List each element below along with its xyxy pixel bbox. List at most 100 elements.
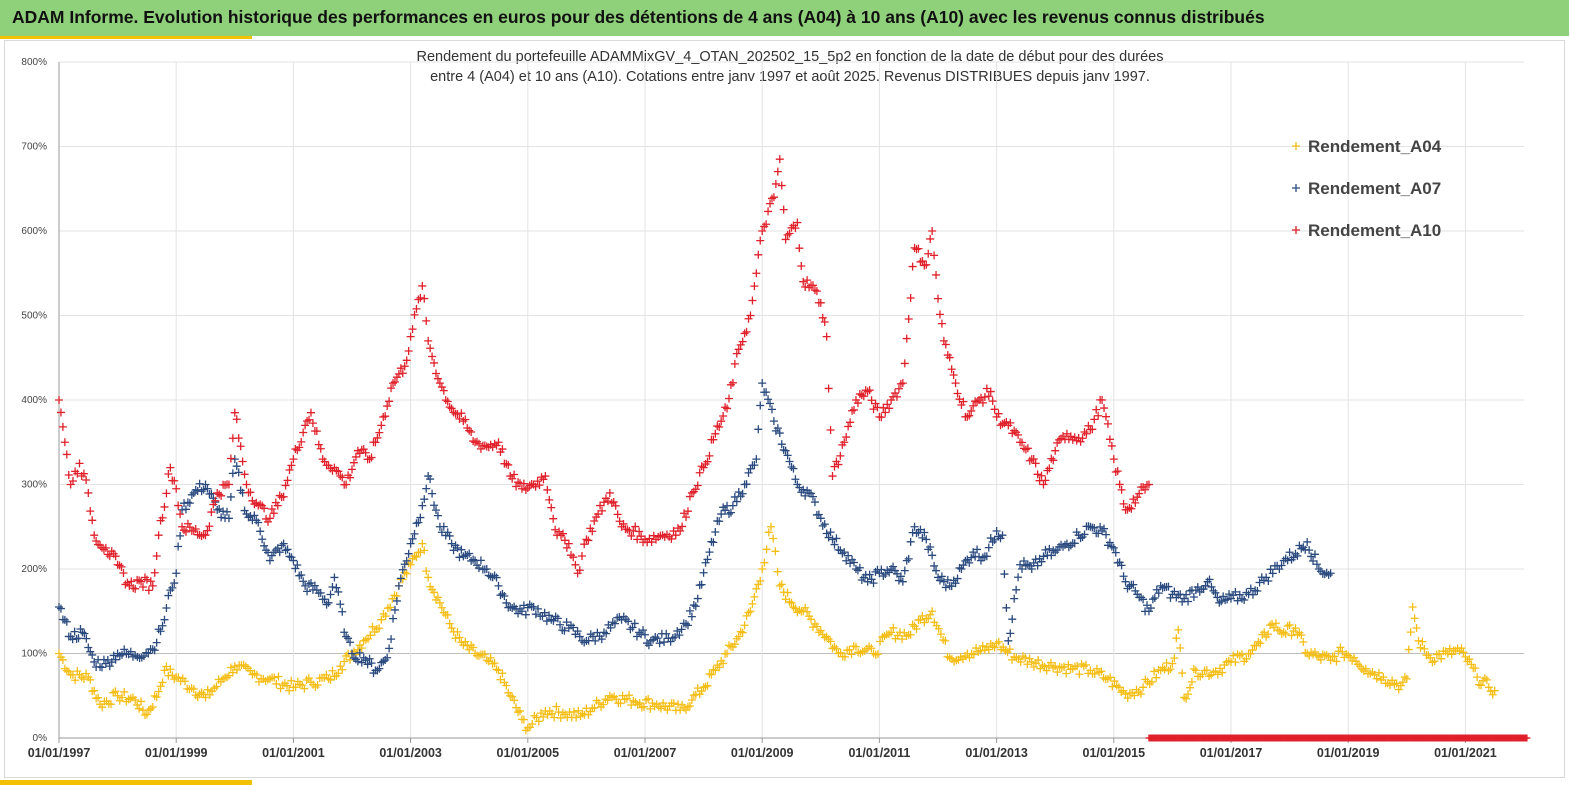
point-rendement-a10	[551, 525, 560, 534]
point-rendement-a10	[795, 244, 804, 253]
point-rendement-a07	[705, 548, 714, 557]
point-rendement-a10	[914, 244, 923, 253]
point-rendement-a04	[338, 665, 347, 674]
point-rendement-a10	[242, 480, 251, 489]
point-rendement-a10	[1088, 425, 1097, 434]
point-rendement-a07	[982, 552, 991, 561]
point-rendement-a04	[908, 620, 917, 629]
point-rendement-a07	[443, 528, 452, 537]
point-rendement-a10	[504, 460, 513, 469]
point-rendement-a07	[379, 657, 388, 666]
point-rendement-a07	[254, 518, 263, 527]
point-rendement-a04	[514, 708, 523, 717]
point-rendement-a07	[459, 552, 468, 561]
point-rendement-a10	[180, 526, 189, 535]
point-rendement-a04	[506, 691, 515, 700]
point-rendement-a10	[820, 317, 829, 326]
point-rendement-a07	[814, 510, 823, 519]
point-rendement-a10	[99, 545, 108, 554]
point-rendement-a07	[752, 455, 761, 464]
point-rendement-a07	[724, 509, 733, 518]
point-rendement-a07	[1185, 586, 1194, 595]
point-rendement-a10	[803, 276, 812, 285]
point-rendement-a10	[1109, 455, 1118, 464]
point-rendement-a10	[603, 497, 612, 506]
point-rendement-a07	[1000, 570, 1009, 579]
point-rendement-a07	[367, 659, 376, 668]
point-rendement-a10	[373, 433, 382, 442]
point-rendement-a04	[1330, 652, 1339, 661]
point-rendement-a04	[1471, 664, 1480, 673]
point-rendement-a04	[222, 673, 231, 682]
point-rendement-a04	[107, 700, 116, 709]
point-rendement-a10	[119, 569, 128, 578]
point-rendement-a07	[992, 526, 1001, 535]
point-rendement-a07	[217, 513, 226, 522]
point-rendement-a04	[492, 665, 501, 674]
point-rendement-a07	[988, 537, 997, 546]
point-rendement-a04	[1139, 683, 1148, 692]
point-rendement-a10	[667, 534, 676, 543]
point-rendement-a10	[990, 405, 999, 414]
point-rendement-a04	[898, 635, 907, 644]
point-rendement-a10	[687, 488, 696, 497]
point-rendement-a10	[1101, 412, 1110, 421]
point-rendement-a07	[80, 629, 89, 638]
point-rendement-a10	[306, 408, 315, 417]
accent-bar-top	[0, 36, 252, 39]
point-rendement-a04	[723, 649, 732, 658]
point-rendement-a10	[1082, 429, 1091, 438]
point-rendement-a07	[738, 489, 747, 498]
point-rendement-a07	[396, 574, 405, 583]
point-rendement-a04	[1404, 645, 1413, 654]
point-rendement-a04	[1164, 666, 1173, 675]
point-rendement-a04	[912, 624, 921, 633]
point-rendement-a04	[300, 684, 309, 693]
point-rendement-a07	[351, 655, 360, 664]
point-rendement-a10	[1080, 428, 1089, 437]
point-rendement-a07	[422, 484, 431, 493]
point-rendement-a07	[301, 581, 310, 590]
point-rendement-a04	[599, 700, 608, 709]
point-rendement-a10	[281, 481, 290, 490]
point-rendement-a04	[146, 704, 155, 713]
point-rendement-a10	[748, 296, 757, 305]
point-rendement-a10	[738, 337, 747, 346]
point-rendement-a07	[277, 541, 286, 550]
point-rendement-a07	[709, 538, 718, 547]
point-rendement-a07	[818, 521, 827, 530]
point-rendement-a07	[832, 534, 841, 543]
point-rendement-a10	[619, 519, 628, 528]
point-rendement-a07	[569, 623, 578, 632]
point-rendement-a07	[529, 603, 538, 612]
point-rendement-a10	[988, 397, 997, 406]
point-rendement-a04	[1467, 660, 1476, 669]
point-rendement-a10	[1125, 503, 1134, 512]
point-rendement-a07	[293, 560, 302, 569]
point-rendement-a10	[754, 250, 763, 259]
point-rendement-a07	[785, 457, 794, 466]
point-rendement-a10	[549, 514, 558, 523]
point-rendement-a04	[1344, 651, 1353, 660]
point-rendement-a04	[845, 645, 854, 654]
point-rendement-a04	[1176, 644, 1185, 653]
point-rendement-a10	[1045, 464, 1054, 473]
point-rendement-a07	[1248, 590, 1257, 599]
point-rendement-a10	[647, 538, 656, 547]
point-rendement-a04	[1416, 643, 1425, 652]
point-rendement-a04	[435, 598, 444, 607]
point-rendement-a10	[945, 353, 954, 362]
point-rendement-a07	[476, 556, 485, 565]
point-rendement-a10	[226, 454, 235, 463]
point-rendement-a10	[859, 392, 868, 401]
point-rendement-a04	[368, 622, 377, 631]
point-rendement-a10	[449, 408, 458, 417]
point-rendement-a10	[117, 562, 126, 571]
point-rendement-a07	[258, 535, 267, 544]
point-rendement-a10	[908, 262, 917, 271]
point-rendement-a04	[283, 681, 292, 690]
point-rendement-a10	[514, 478, 523, 487]
point-rendement-a10	[746, 311, 755, 320]
point-rendement-a04	[889, 623, 898, 632]
point-rendement-a07	[545, 611, 554, 620]
